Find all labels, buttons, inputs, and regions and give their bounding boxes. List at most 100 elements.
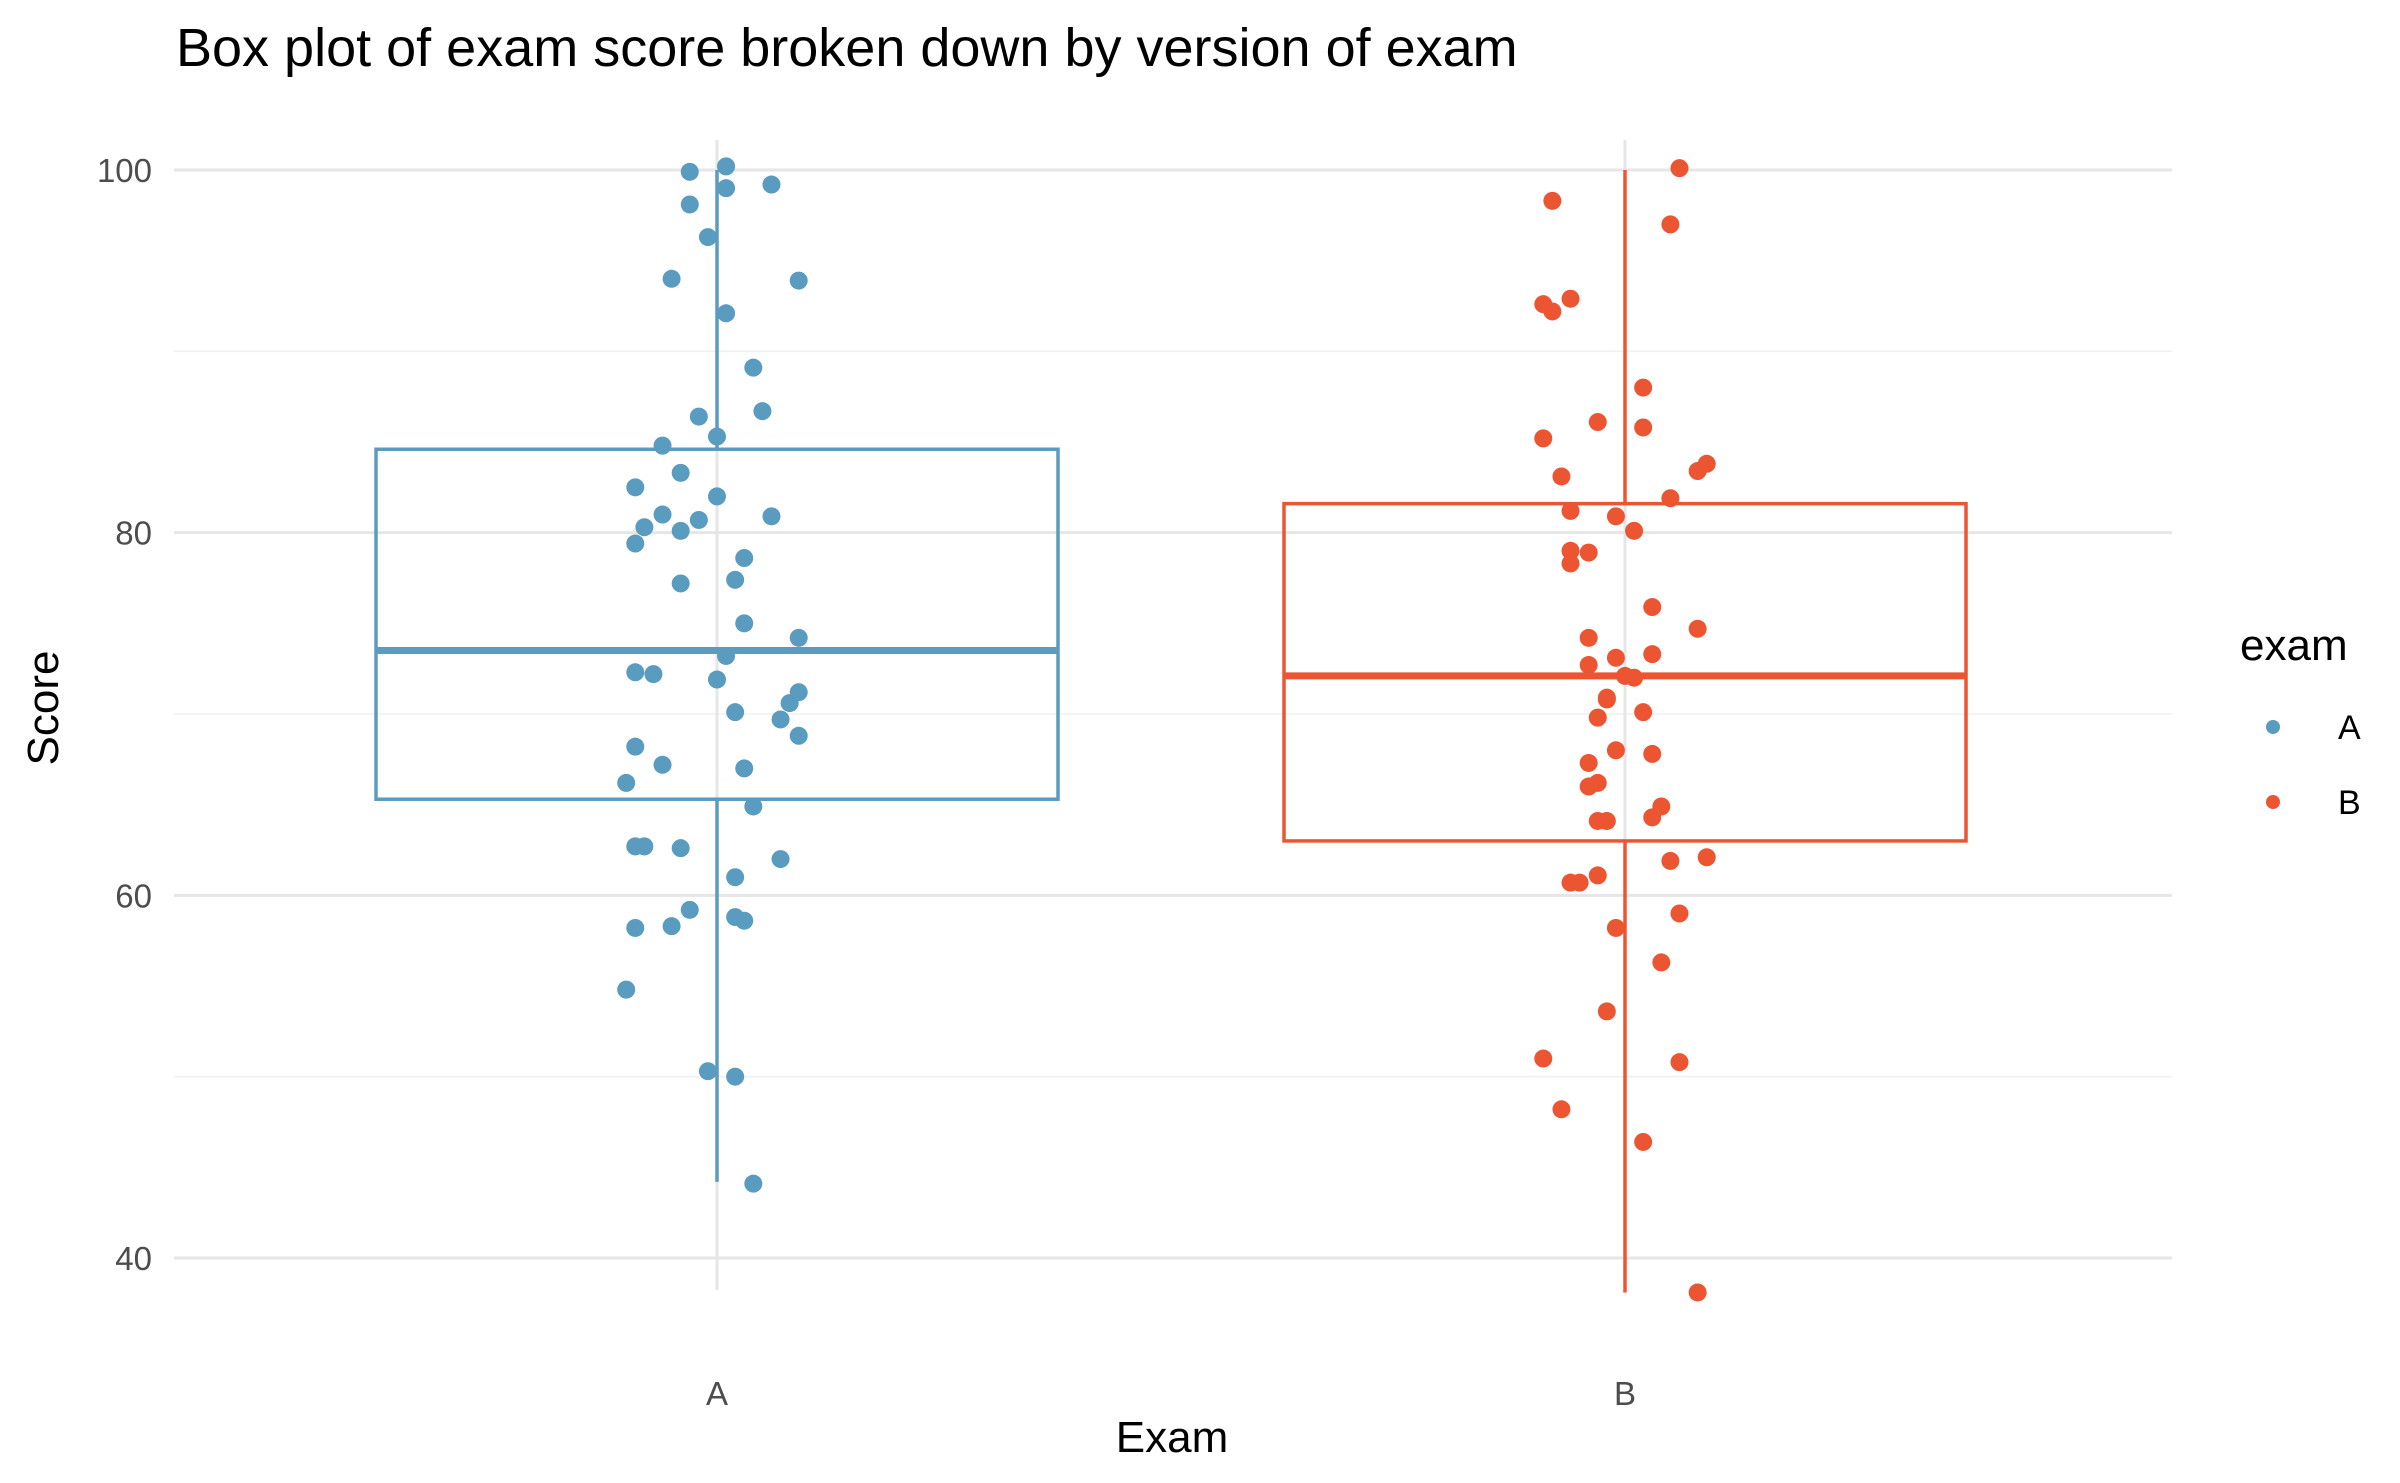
data-point-b [1534, 1049, 1553, 1068]
x-tick-label: B [1614, 1375, 1636, 1412]
data-point-a [671, 521, 690, 540]
box-a [374, 170, 1060, 1182]
data-point-a [735, 911, 754, 930]
data-point-b [1606, 741, 1625, 760]
chart-title: Box plot of exam score broken down by ve… [176, 18, 1518, 78]
data-point-a [653, 436, 672, 455]
data-point-b [1597, 1002, 1616, 1021]
data-point-a [644, 665, 663, 684]
data-point-b [1534, 429, 1553, 448]
data-point-a [771, 710, 790, 729]
data-point-a [626, 737, 645, 756]
data-point-b [1643, 645, 1662, 664]
data-point-a [744, 358, 763, 377]
data-point-b [1634, 1132, 1653, 1151]
data-point-b [1543, 302, 1562, 321]
box-b [1282, 170, 1968, 1293]
data-point-b [1661, 851, 1680, 870]
data-point-b [1552, 467, 1571, 486]
data-point-a [653, 755, 672, 774]
y-tick-label: 40 [115, 1240, 152, 1277]
data-point-a [708, 670, 726, 689]
legend-title: exam [2240, 621, 2348, 670]
data-point-a [626, 918, 645, 937]
legend-marker-a [2266, 720, 2280, 734]
data-point-b [1634, 418, 1653, 437]
data-point-b [1625, 668, 1644, 687]
data-point-a [780, 694, 799, 713]
data-point-a [662, 269, 681, 288]
data-point-b [1588, 413, 1607, 432]
legend-label-a: A [2338, 709, 2361, 747]
data-point-a [653, 505, 672, 524]
data-point-b [1552, 1100, 1571, 1119]
data-point-b [1579, 777, 1598, 796]
data-point-b [1543, 191, 1562, 210]
data-point-b [1652, 953, 1671, 972]
data-point-b [1643, 808, 1662, 827]
data-point-a [689, 510, 708, 529]
data-point-a [617, 980, 636, 999]
data-point-a [635, 518, 654, 537]
data-point-a [626, 663, 645, 682]
box-layer [374, 170, 1968, 1293]
data-point-a [726, 703, 745, 722]
data-point-a [671, 463, 690, 482]
data-point-a [626, 478, 645, 497]
data-point-b [1579, 543, 1598, 562]
y-tick-label: 100 [97, 152, 152, 189]
data-point-a [626, 534, 645, 553]
data-point-b [1688, 1283, 1707, 1302]
data-point-a [735, 759, 754, 778]
data-point-a [680, 162, 699, 181]
data-point-a [671, 839, 690, 858]
data-point-a [789, 628, 808, 647]
data-point-b [1588, 708, 1607, 727]
data-point-b [1561, 501, 1580, 520]
data-point-a [698, 1062, 717, 1081]
data-point-b [1606, 918, 1625, 937]
x-axis-label: Exam [1116, 1413, 1228, 1462]
data-point-a [698, 228, 717, 247]
data-point-b [1697, 848, 1716, 867]
data-point-a [717, 646, 736, 665]
tick-layer: 40 60 80 100 A B [97, 152, 1636, 1412]
data-point-b [1688, 619, 1707, 638]
data-point-b [1561, 541, 1580, 560]
data-point-a [735, 614, 754, 633]
data-point-a [717, 179, 736, 198]
data-point-a [717, 304, 736, 323]
data-point-b [1634, 703, 1653, 722]
data-point-a [662, 917, 681, 936]
y-axis-label: Score [19, 651, 68, 766]
data-point-b [1670, 904, 1689, 923]
data-point-b [1561, 289, 1580, 308]
data-point-a [617, 773, 636, 792]
data-point-b [1670, 159, 1689, 178]
data-point-a [708, 427, 726, 446]
data-point-b [1643, 744, 1662, 763]
data-point-b [1579, 656, 1598, 675]
data-point-a [726, 570, 745, 589]
data-point-a [762, 175, 781, 194]
data-point-a [708, 487, 726, 506]
data-point-a [726, 1067, 745, 1086]
data-point-b [1579, 628, 1598, 647]
data-point-b [1634, 378, 1653, 397]
data-point-b [1625, 521, 1644, 540]
data-point-b [1643, 598, 1662, 617]
point-layer [617, 157, 1716, 1302]
data-point-b [1588, 866, 1607, 885]
y-tick-label: 60 [115, 877, 152, 914]
data-point-a [671, 574, 690, 593]
legend-marker-b [2266, 795, 2280, 809]
data-point-a [717, 157, 736, 176]
box-iqr [1282, 501, 1968, 843]
data-point-b [1606, 648, 1625, 667]
data-point-a [680, 900, 699, 919]
legend: exam A B [2240, 621, 2361, 822]
data-point-a [744, 797, 763, 816]
data-point-a [789, 271, 808, 290]
data-point-b [1561, 554, 1580, 573]
data-point-a [789, 726, 808, 745]
